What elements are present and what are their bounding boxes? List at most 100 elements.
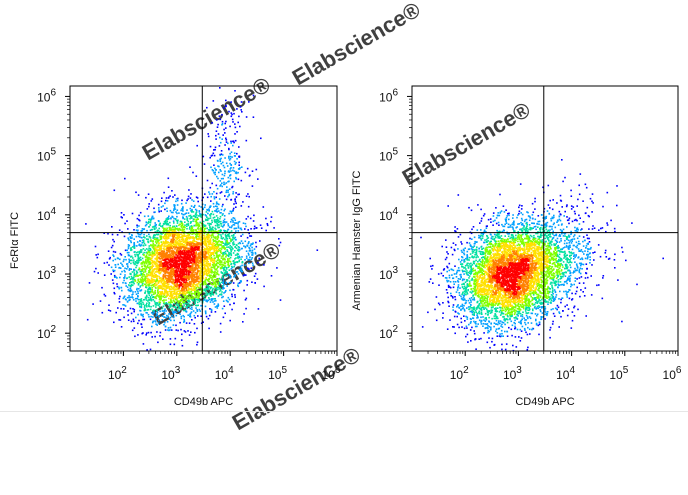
event-dot — [166, 200, 169, 202]
event-dot — [231, 113, 233, 116]
event-dot — [193, 240, 196, 242]
event-dot — [215, 203, 218, 205]
event-dot — [219, 264, 222, 266]
event-dot — [173, 306, 175, 308]
event-dot — [221, 214, 224, 216]
event-dot — [173, 319, 175, 322]
event-dot — [176, 247, 179, 250]
event-dot — [155, 295, 158, 297]
event-dot — [150, 267, 152, 270]
event-dot — [220, 237, 223, 239]
event-dot — [211, 279, 213, 281]
event-dot — [172, 196, 174, 198]
event-dot — [195, 230, 197, 232]
event-dot — [144, 265, 146, 267]
event-dot — [159, 255, 161, 257]
event-dot — [217, 273, 220, 276]
event-dot — [132, 318, 135, 321]
event-dot — [189, 305, 191, 307]
event-dot — [210, 213, 213, 215]
event-dot — [155, 304, 157, 306]
event-dot — [171, 252, 174, 254]
event-dot — [225, 162, 228, 165]
event-dot — [149, 298, 152, 300]
event-dot — [248, 254, 250, 256]
event-dot — [165, 271, 167, 273]
event-dot — [191, 303, 194, 306]
event-dot — [164, 222, 167, 225]
event-dot — [162, 227, 164, 229]
event-dot — [155, 282, 157, 284]
event-dot — [216, 272, 219, 275]
event-dot — [168, 288, 171, 290]
event-dot — [173, 263, 175, 266]
event-dot — [150, 312, 153, 314]
event-dot — [198, 223, 200, 225]
event-dot — [156, 311, 159, 314]
event-dot — [131, 271, 134, 273]
event-dot — [213, 220, 216, 222]
event-dot — [169, 245, 171, 247]
event-dot — [203, 248, 206, 251]
event-dot — [184, 296, 186, 299]
event-dot — [251, 254, 253, 256]
event-dot — [207, 234, 210, 237]
event-dot — [167, 258, 169, 260]
event-dot — [243, 245, 245, 247]
event-dot — [183, 272, 186, 275]
event-dot — [130, 268, 132, 270]
event-dot — [149, 221, 151, 224]
event-dot — [220, 220, 222, 223]
event-dot — [197, 280, 200, 283]
event-dot — [147, 222, 149, 224]
event-dot — [198, 211, 201, 213]
event-dot — [238, 146, 240, 148]
event-dot — [152, 316, 154, 318]
event-dot — [229, 155, 232, 158]
event-dot — [223, 107, 225, 109]
event-dot — [150, 277, 153, 280]
event-dot — [203, 299, 206, 301]
event-dot — [179, 303, 182, 305]
event-dot — [180, 307, 182, 310]
event-dot — [196, 233, 199, 236]
event-dot — [190, 193, 192, 195]
event-dot — [226, 231, 229, 233]
event-dot — [217, 256, 219, 259]
event-dot — [197, 282, 200, 284]
event-dot — [123, 304, 126, 306]
event-dot — [158, 277, 161, 280]
event-dot — [130, 296, 132, 299]
event-dot — [171, 190, 173, 192]
event-dot — [212, 152, 215, 155]
event-dot — [189, 312, 192, 315]
event-dot — [216, 288, 218, 291]
event-dot — [93, 270, 96, 273]
event-dot — [188, 266, 191, 269]
event-dot — [185, 281, 187, 283]
event-dot — [189, 244, 191, 246]
event-dot — [222, 273, 225, 276]
event-dot — [155, 248, 158, 251]
event-dot — [163, 323, 165, 326]
event-dot — [203, 259, 206, 262]
event-dot — [175, 279, 178, 281]
event-dot — [138, 302, 140, 305]
event-dot — [229, 261, 232, 263]
event-dot — [183, 321, 185, 323]
event-dot — [172, 286, 175, 288]
event-dot — [170, 290, 172, 293]
event-dot — [207, 279, 209, 281]
event-dot — [215, 243, 218, 245]
event-dot — [159, 236, 162, 239]
event-dot — [140, 289, 143, 291]
event-dot — [156, 309, 158, 311]
event-dot — [224, 230, 227, 232]
event-dot — [176, 285, 178, 288]
event-dot — [230, 254, 233, 257]
event-dot — [148, 205, 150, 208]
event-dot — [191, 226, 194, 228]
event-dot — [232, 282, 235, 284]
event-dot — [186, 307, 189, 310]
event-dot — [218, 244, 220, 246]
